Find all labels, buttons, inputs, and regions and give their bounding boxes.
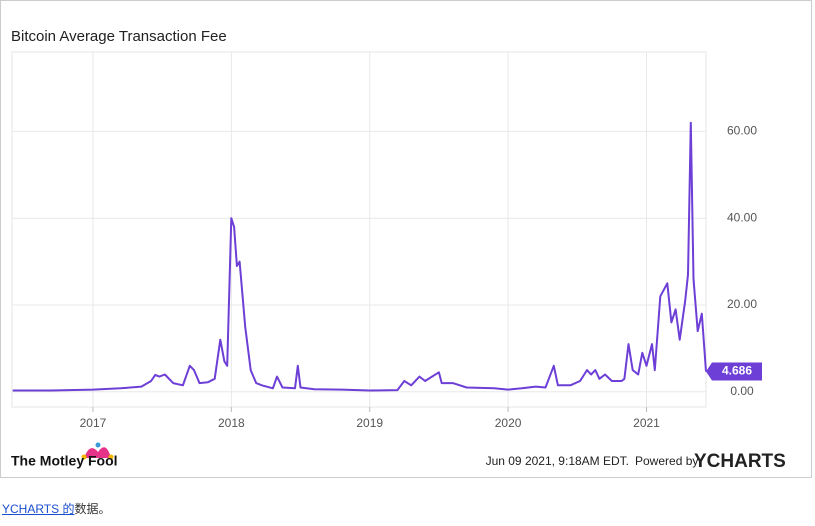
data-line [12, 121, 707, 392]
x-tick-label: 2018 [218, 416, 245, 430]
y-tick-label: 20.00 [727, 297, 757, 311]
plot-area [11, 51, 707, 408]
y-tick-label: 0.00 [730, 384, 754, 398]
source-note: YCHARTS 的数据。 [2, 500, 110, 517]
powered-by: Powered by [635, 454, 698, 468]
timestamp: Jun 09 2021, 9:18AM EDT. [486, 454, 629, 468]
source-text: 数据。 [74, 502, 111, 516]
y-tick-label: 40.00 [727, 210, 757, 224]
brand: The Motley Fool [11, 453, 118, 469]
last-value-label: 4.686 [722, 364, 752, 378]
x-tick-label: 2017 [80, 416, 107, 430]
y-tick-label: 60.00 [727, 124, 757, 138]
chart-title: Bitcoin Average Transaction Fee [11, 28, 227, 45]
x-tick-label: 2019 [356, 416, 383, 430]
source-link[interactable]: YCHARTS 的 [2, 502, 75, 516]
last-value-badge [706, 362, 762, 381]
x-tick-label: 2020 [495, 416, 522, 430]
chart: Bitcoin Average Transaction Fee The Motl… [0, 0, 812, 478]
provider-logo[interactable]: YCHARTS [694, 451, 786, 472]
logo-hat [81, 442, 114, 460]
x-tick-label: 2021 [633, 416, 660, 430]
